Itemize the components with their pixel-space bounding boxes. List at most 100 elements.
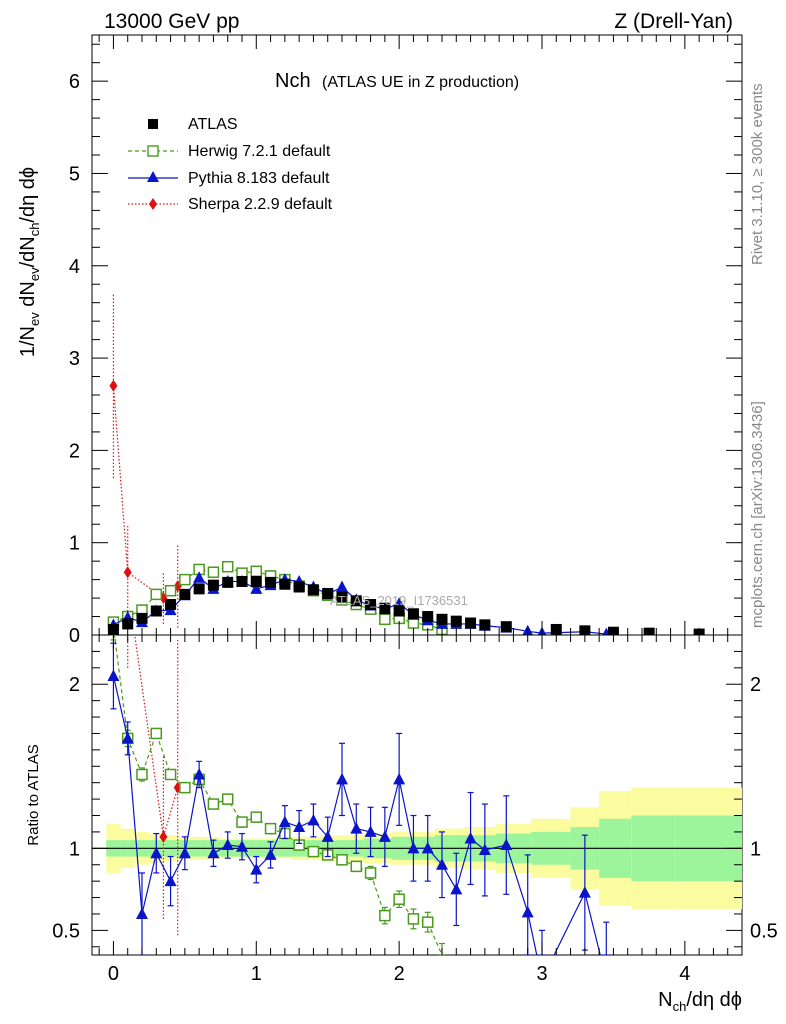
atlas-point (465, 617, 477, 629)
sherpa-series (109, 293, 182, 628)
atlas-point (293, 581, 305, 593)
atlas-point (336, 591, 348, 603)
atlas-point (122, 618, 134, 630)
y-tick-label-main: 0 (69, 625, 80, 647)
pythia-ratio-point (393, 772, 406, 785)
x-tick-label: 1 (251, 963, 262, 985)
herwig-ratio-point (379, 909, 391, 922)
pythia-point (193, 571, 206, 583)
pythia-ratio-point (164, 874, 177, 887)
pythia-ratio-point (578, 886, 591, 898)
x-tick-label: 0 (108, 963, 119, 985)
y-tick-label-main: 6 (69, 71, 80, 93)
pythia-ratio-point (278, 815, 291, 828)
pythia-ratio-point (436, 858, 448, 870)
legend-herwig-marker (147, 145, 159, 157)
pythia-ratio-point (521, 905, 534, 918)
pythia-ratio-point (121, 731, 134, 744)
atlas-point (150, 605, 162, 617)
pythia-ratio-point (421, 841, 434, 854)
y-tick-label-ratio-right: 0.5 (750, 920, 778, 942)
y-tick-label-main: 1 (69, 533, 80, 555)
sherpa-point (109, 379, 118, 392)
herwig-point (179, 573, 191, 586)
watermark: ATLAS_2019_I1736531 (330, 593, 468, 608)
pythia-point (336, 580, 348, 592)
mcplots-label: mcplots.cern.ch [arXiv:1306.3436] (749, 401, 766, 628)
y-tick-label-main: 4 (69, 256, 80, 278)
herwig-ratio-point (236, 816, 248, 828)
pythia-ratio-point (336, 772, 348, 785)
pythia-ratio-point (150, 846, 163, 859)
legend-pythia-marker (147, 171, 159, 182)
header-right: Z (Drell-Yan) (614, 10, 733, 33)
main-axes: 0 1 2 3 4 5 6 (69, 35, 742, 647)
y-tick-label-ratio: 2 (69, 674, 80, 696)
pythia-ratio-point (321, 830, 334, 842)
atlas-point (193, 583, 205, 595)
herwig-ratio-point (150, 727, 163, 740)
legend-pythia-label: Pythia 8.183 default (188, 170, 330, 187)
atlas-point (165, 599, 177, 611)
atlas-point (350, 595, 362, 607)
y-tick-label-ratio: 0.5 (52, 920, 80, 942)
sherpa-ratio-line (134, 635, 179, 838)
herwig-point (379, 613, 391, 626)
pythia-ratio-series (107, 642, 610, 955)
chart-title: Nch (275, 70, 311, 92)
herwig-ratio-point (136, 768, 148, 781)
atlas-point (136, 612, 148, 624)
herwig-ratio-point (250, 811, 263, 823)
pythia-ratio-point (136, 907, 148, 919)
pythia-ratio-point (178, 846, 191, 859)
herwig-ratio-point (221, 793, 234, 805)
pythia-ratio-point (350, 822, 363, 834)
main-panel: 0 1 2 3 4 5 6 Nch (ATLAS UE in Z production) A… (17, 34, 743, 647)
sherpa-ratio-point (159, 830, 168, 843)
y-tick-label-main: 3 (69, 348, 80, 370)
atlas-point (279, 578, 291, 590)
y-tick-label-main: 5 (69, 163, 80, 185)
main-plot-area (107, 293, 705, 635)
atlas-point (307, 584, 319, 596)
herwig-ratio-point (207, 798, 220, 810)
y-tick-label-ratio-right: 2 (750, 674, 761, 696)
herwig-ratio-point (179, 781, 191, 794)
atlas-point (643, 627, 655, 635)
atlas-point (179, 588, 191, 600)
atlas-point (322, 587, 334, 599)
herwig-point (221, 560, 234, 573)
herwig-ratio-point (336, 854, 348, 866)
herwig-ratio-point (164, 768, 177, 781)
y-axis-label-main: 1/Nev dNev/dNch/dη dϕ (17, 167, 42, 357)
atlas-point (265, 576, 277, 588)
herwig-point (150, 588, 163, 601)
pythia-ratio-point (293, 820, 306, 832)
atlas-point (207, 579, 219, 591)
pythia-ratio-point (250, 863, 263, 875)
x-tick-label: 3 (536, 963, 547, 985)
pythia-ratio-point (378, 830, 391, 842)
legend-herwig-label: Herwig 7.2.1 default (188, 143, 331, 160)
atlas-point (422, 611, 434, 623)
atlas-point (379, 602, 391, 614)
pythia-ratio-point (450, 882, 463, 895)
pythia-ratio-point (464, 831, 477, 844)
ratio-axes: 0 1 2 3 4 0.5 0.5 1 1 2 2 (52, 635, 778, 985)
atlas-point (407, 608, 419, 620)
herwig-ratio-point (264, 822, 277, 835)
pythia-ratio-point (264, 848, 277, 860)
pythia-ratio-point (236, 840, 248, 852)
x-tick-label: 4 (679, 963, 690, 985)
y-axis-label-ratio: Ratio to ATLAS (25, 744, 42, 845)
ratio-panel: 0 1 2 3 4 0.5 0.5 1 1 2 2 Ratio to ATLAS (25, 634, 778, 985)
atlas-point (222, 576, 234, 588)
legend-sherpa-marker (149, 198, 157, 210)
atlas-point (365, 599, 377, 611)
pythia-ratio-point (193, 767, 206, 780)
pythia-ratio-point (307, 813, 320, 826)
y-tick-label-ratio-right: 1 (750, 838, 761, 860)
pythia-ratio-point (478, 843, 491, 855)
chart-subtitle: (ATLAS UE in Z production) (322, 74, 519, 91)
